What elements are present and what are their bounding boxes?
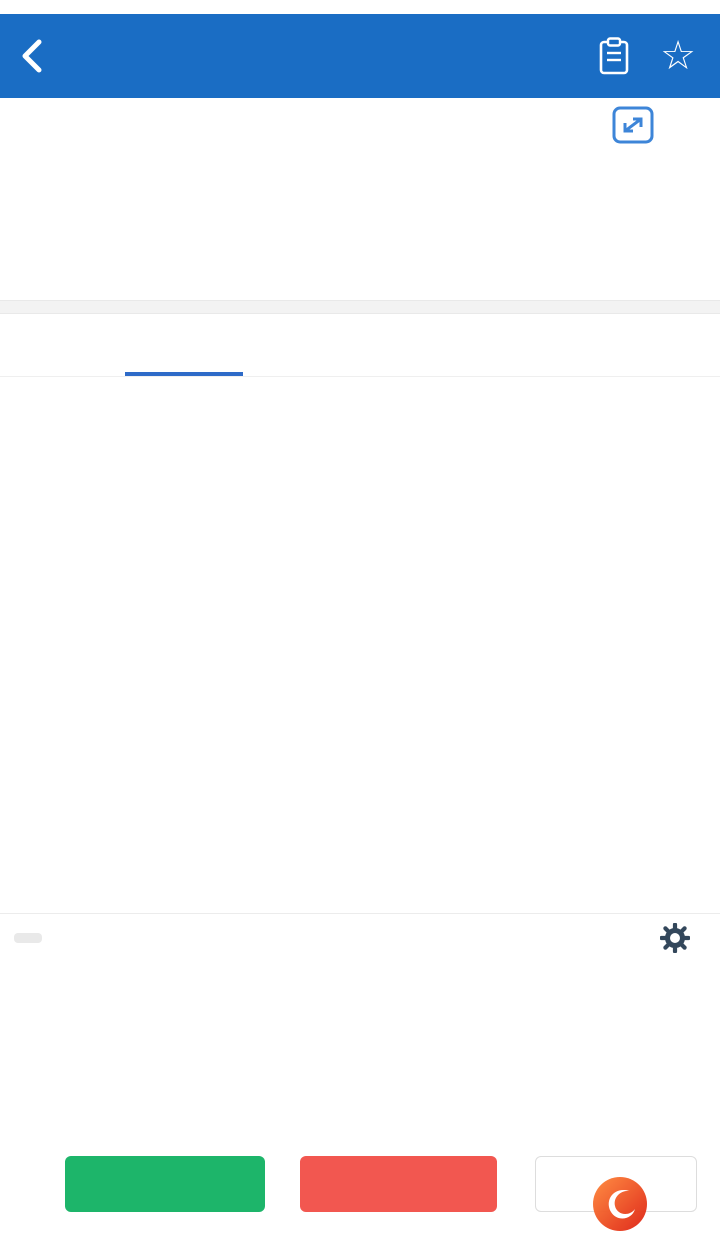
indicator-tab-rsi[interactable] [154,933,182,943]
back-icon[interactable] [0,38,56,74]
quote-section [0,152,720,300]
quote-stats [672,217,702,235]
indicator-tab-adx[interactable] [224,933,252,943]
fullscreen-expand-icon[interactable] [612,106,654,144]
tab-timeline[interactable] [8,314,125,376]
top-gap [0,0,720,14]
tab-daily[interactable] [360,314,477,376]
candlestick-chart[interactable] [0,377,720,913]
indicator-tab-kdj[interactable] [84,933,112,943]
period-tabbar [0,314,720,377]
indicator-tabbar [0,913,720,962]
indicator-tab-atr[interactable] [294,933,322,943]
tab-1h[interactable] [125,314,243,376]
obscured-order-button[interactable] [535,1156,697,1212]
macd-chart[interactable] [0,962,720,1134]
indicator-tab-macd[interactable] [14,933,42,943]
clipboard-icon[interactable] [598,36,630,76]
buy-up-button[interactable] [300,1156,497,1212]
app-header: ☆ [0,14,720,98]
trade-bar [0,1156,720,1212]
gear-icon[interactable] [660,923,690,953]
sell-down-button[interactable] [65,1156,265,1212]
instrument-title-group [326,14,394,98]
tab-minutes-dropdown[interactable] [595,314,712,376]
status-row [0,98,720,152]
header-actions: ☆ [598,36,720,76]
tab-weekly[interactable] [477,314,594,376]
favorite-star-icon[interactable]: ☆ [660,34,696,78]
tab-4h[interactable] [243,314,360,376]
back-chevron-icon [22,39,42,73]
section-divider [0,300,720,314]
